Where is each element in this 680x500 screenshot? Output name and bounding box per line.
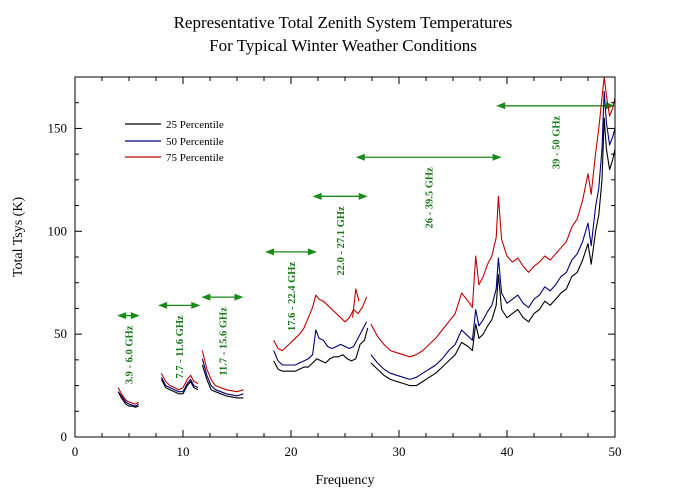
series-75-percentile: [117, 76, 616, 405]
band-arrow-head-right: [130, 312, 140, 320]
x-tick-label: 50: [609, 444, 622, 459]
series-line-segment: [352, 288, 360, 318]
chart-subtitle: For Typical Winter Weather Conditions: [209, 36, 477, 55]
series-line-segment: [117, 391, 139, 407]
band-label: 39 - 50 GHz: [552, 115, 563, 169]
series-line-segment: [117, 387, 140, 405]
x-tick-label: 30: [393, 444, 406, 459]
band-arrow-head-left: [265, 248, 275, 256]
series-25-percentile: [117, 117, 616, 408]
series-line-segment: [160, 379, 199, 395]
series-50-percentile: [117, 90, 616, 407]
band-11-7-15-6-ghz: 11.7 - 15.6 GHz: [201, 293, 244, 376]
chart-title: Representative Total Zenith System Tempe…: [174, 13, 513, 32]
band-arrow-head-left: [355, 153, 365, 161]
series-lines: [117, 76, 616, 408]
series-line-segment: [273, 294, 368, 352]
band-39-50-ghz: 39 - 50 GHz: [496, 102, 615, 169]
x-axis-label: Frequency: [315, 473, 374, 488]
legend-label-75-percentile: 75 Percentile: [166, 152, 224, 164]
legend-label-50-percentile: 50 Percentile: [166, 136, 224, 148]
band-arrow-head-right: [234, 293, 244, 301]
y-tick-label: 0: [61, 429, 68, 444]
series-line-segment: [370, 117, 616, 387]
series-line-segment: [160, 377, 199, 393]
band-label: 7.7 - 11.6 GHz: [175, 315, 186, 379]
band-arrow-head-right: [191, 301, 201, 309]
band-label: 17.6 - 22.4 GHz: [287, 262, 298, 331]
y-tick-label: 150: [48, 120, 68, 135]
y-tick-label: 100: [48, 223, 68, 238]
band-26-39-5-ghz: 26 - 39.5 GHz: [355, 153, 502, 229]
x-tick-label: 40: [501, 444, 514, 459]
band-22-0-27-1-ghz: 22.0 - 27.1 GHz: [312, 192, 368, 275]
y-tick-label: 50: [54, 326, 67, 341]
band-arrow-head-right: [358, 192, 368, 200]
y-axis-label: Total Tsys (K): [11, 197, 26, 278]
band-label: 22.0 - 27.1 GHz: [336, 206, 347, 275]
band-arrow-head-left: [117, 312, 127, 320]
legend-label-25-percentile: 25 Percentile: [166, 119, 224, 131]
x-tick-label: 10: [177, 444, 190, 459]
band-arrow-head-right: [307, 248, 317, 256]
series-line-segment: [117, 391, 139, 408]
series-line-segment: [370, 76, 616, 358]
band-arrow-head-left: [201, 293, 211, 301]
band-arrow-head-left: [496, 102, 506, 110]
band-label: 3.9 - 6.0 GHz: [124, 325, 135, 384]
series-line-segment: [160, 372, 199, 391]
x-tick-label: 0: [72, 444, 79, 459]
x-tick-label: 20: [285, 444, 298, 459]
series-line-segment: [201, 350, 244, 393]
band-arrow-head-right: [492, 153, 502, 161]
band-label: 26 - 39.5 GHz: [425, 167, 436, 229]
series-line-segment: [201, 364, 244, 399]
series-line-segment: [273, 327, 369, 372]
band-17-6-22-4-ghz: 17.6 - 22.4 GHz: [265, 248, 317, 331]
series-line-segment: [370, 90, 616, 380]
band-3-9-6-0-ghz: 3.9 - 6.0 GHz: [117, 312, 140, 384]
band-7-7-11-6-ghz: 7.7 - 11.6 GHz: [158, 301, 201, 379]
axis-ticks: 0 10 20 30 40 50 0 50 100 150: [48, 76, 622, 459]
series-line-segment: [273, 321, 368, 366]
band-label: 11.7 - 15.6 GHz: [218, 307, 229, 376]
series-line-segment: [201, 358, 244, 397]
band-arrow-head-left: [312, 192, 322, 200]
legend: 25 Percentile 50 Percentile 75 Percentil…: [125, 119, 224, 164]
band-arrow-head-left: [158, 301, 168, 309]
